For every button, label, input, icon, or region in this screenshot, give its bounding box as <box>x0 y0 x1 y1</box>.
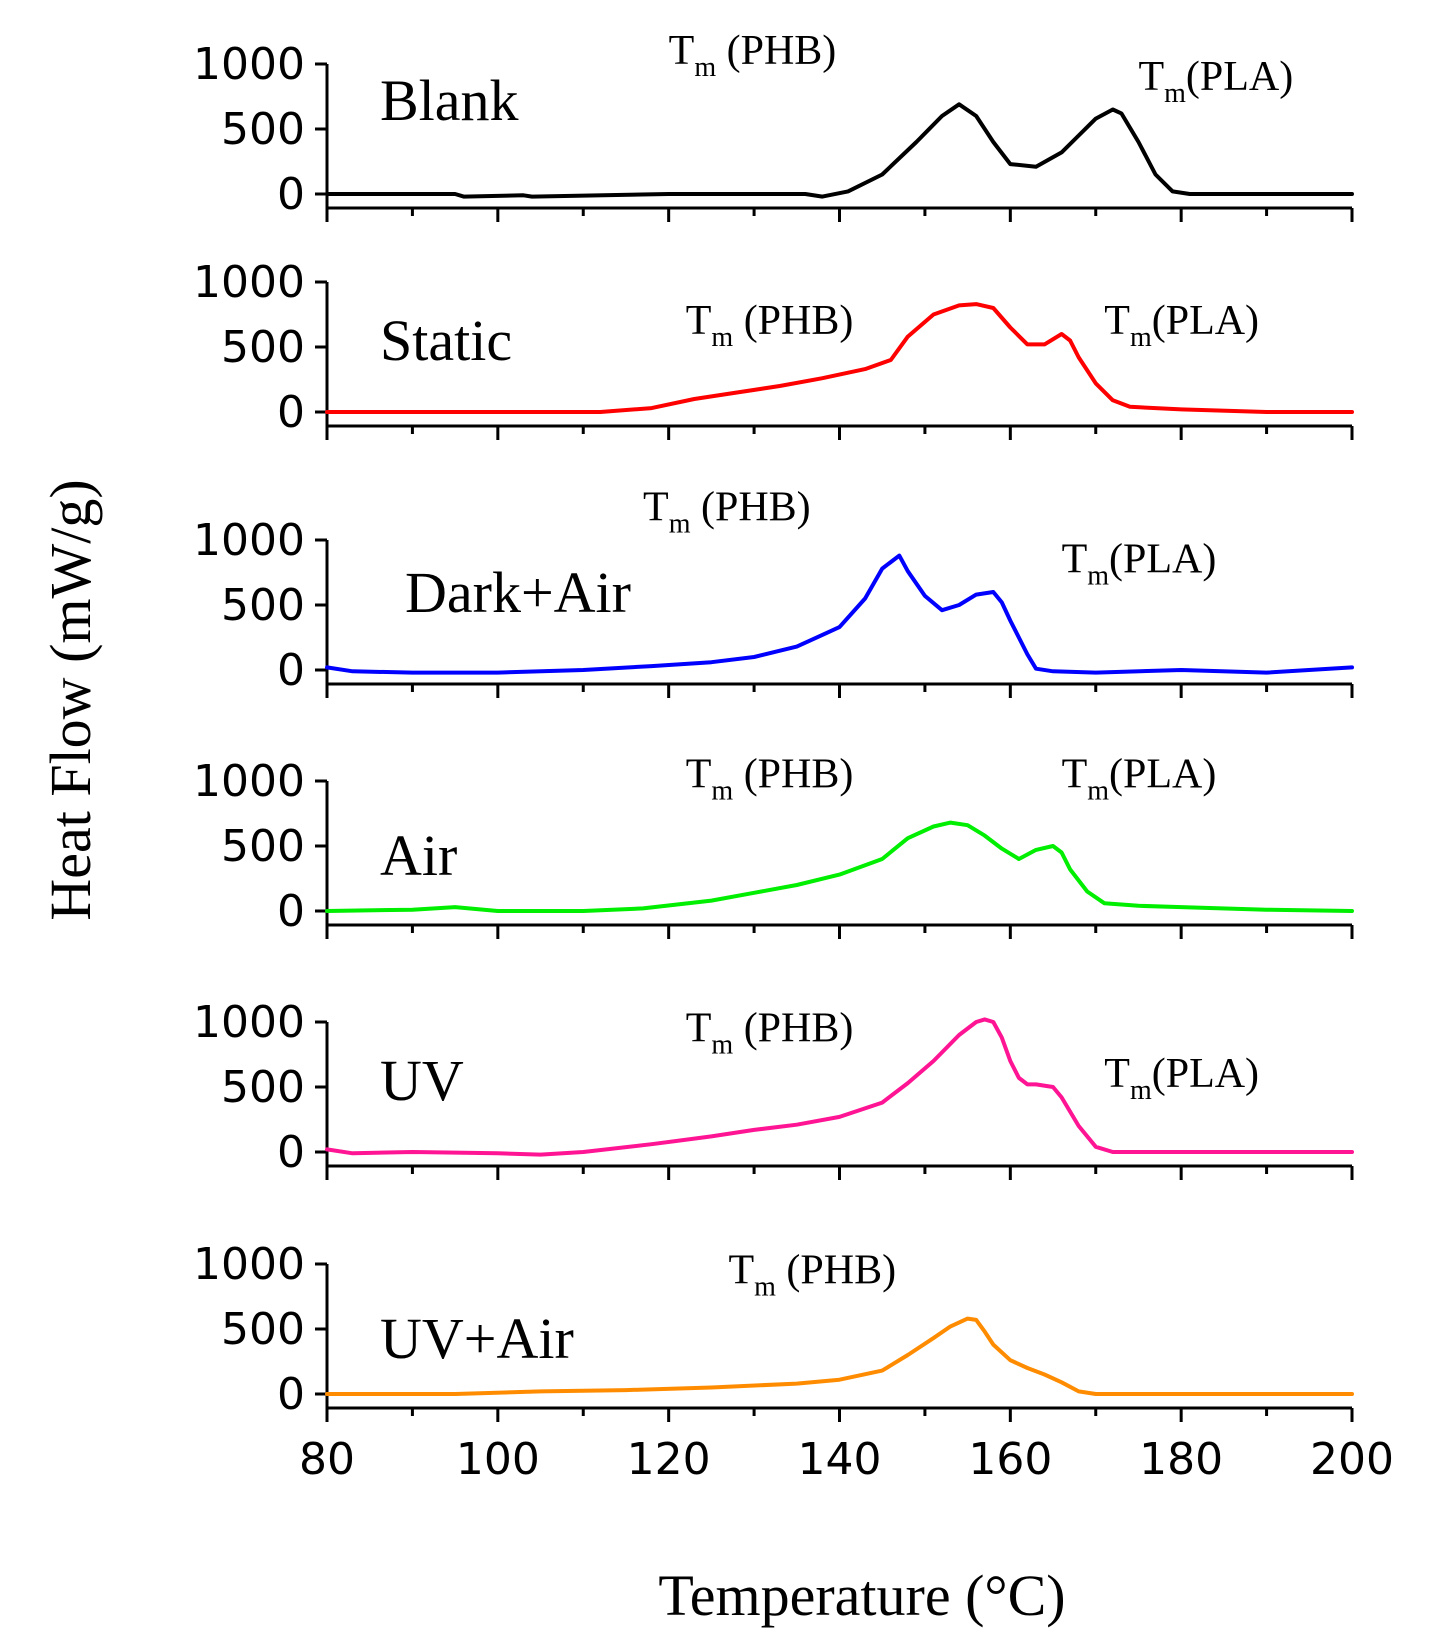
peak-annotation: Tm(PLA) <box>1138 54 1293 109</box>
x-tick-label: 100 <box>456 1434 540 1485</box>
peak-annotation: Tm (PHB) <box>686 752 854 807</box>
x-tick-label: 180 <box>1139 1434 1223 1485</box>
x-tick-label: 160 <box>968 1434 1052 1485</box>
peak-annotation: Tm(PLA) <box>1062 752 1217 807</box>
panel-uv-air: 0 500 1000 UV+Air Tm (PHB) 80 100 120 140 160 180 2… <box>193 1239 1394 1485</box>
panel-air: 0 500 1000 Air Tm (PHB) Tm(PLA) <box>193 752 1354 939</box>
y-tick-label: 500 <box>221 322 305 373</box>
y-tick-label: 1000 <box>193 756 305 807</box>
x-tick-label: 200 <box>1310 1434 1394 1485</box>
x-tick-label: 80 <box>299 1434 355 1485</box>
y-tick-label: 0 <box>277 387 305 438</box>
y-axis-title: Heat Flow (mW/g) <box>38 479 103 920</box>
y-tick-label: 0 <box>277 169 305 220</box>
y-tick-label: 500 <box>221 1062 305 1113</box>
peak-annotation: Tm (PHB) <box>643 485 811 540</box>
y-tick-label: 500 <box>221 104 305 155</box>
y-tick-label: 1000 <box>193 39 305 90</box>
series-line-uv-air <box>325 1316 1354 1396</box>
peak-annotation: Tm (PHB) <box>686 1006 854 1061</box>
panel-label: UV <box>380 1048 464 1113</box>
y-tick-label: 500 <box>221 821 305 872</box>
panel-label: Blank <box>380 68 519 133</box>
peak-annotation: Tm (PHB) <box>669 28 837 83</box>
x-tick-label: 120 <box>627 1434 711 1485</box>
y-tick-label: 0 <box>277 645 305 696</box>
y-tick-label: 1000 <box>193 515 305 566</box>
y-tick-label: 500 <box>221 580 305 631</box>
x-tick-label: 140 <box>798 1434 882 1485</box>
peak-annotation: Tm (PHB) <box>728 1248 896 1303</box>
series-line-static <box>325 302 1354 414</box>
y-tick-label: 1000 <box>193 997 305 1048</box>
peak-annotation: Tm (PHB) <box>686 298 854 353</box>
panel-blank: 0 500 1000 Blank Tm (PHB) Tm(PLA) <box>193 28 1354 222</box>
y-tick-label: 1000 <box>193 1239 305 1290</box>
panel-label: Air <box>380 823 457 888</box>
series-line-dark-air <box>325 553 1354 675</box>
peak-annotation: Tm(PLA) <box>1062 537 1217 592</box>
panel-uv: 0 500 1000 UV Tm (PHB) Tm(PLA) <box>193 997 1354 1180</box>
y-tick-label: 0 <box>277 1127 305 1178</box>
series-line-blank <box>325 102 1354 199</box>
peak-annotation: Tm(PLA) <box>1104 298 1259 353</box>
panel-label: Static <box>380 308 512 373</box>
peak-annotation: Tm(PLA) <box>1104 1051 1259 1106</box>
panel-label: UV+Air <box>380 1306 574 1371</box>
series-line-uv <box>325 1017 1354 1157</box>
x-axis-title: Temperature (°C) <box>658 1563 1065 1628</box>
series-line-air <box>325 820 1354 913</box>
y-tick-label: 1000 <box>193 257 305 308</box>
y-tick-label: 0 <box>277 886 305 937</box>
y-tick-label: 0 <box>277 1369 305 1420</box>
panel-label: Dark+Air <box>405 560 631 625</box>
panel-static: 0 500 1000 Static Tm (PHB) Tm(PLA) <box>193 257 1354 440</box>
y-tick-label: 500 <box>221 1304 305 1355</box>
